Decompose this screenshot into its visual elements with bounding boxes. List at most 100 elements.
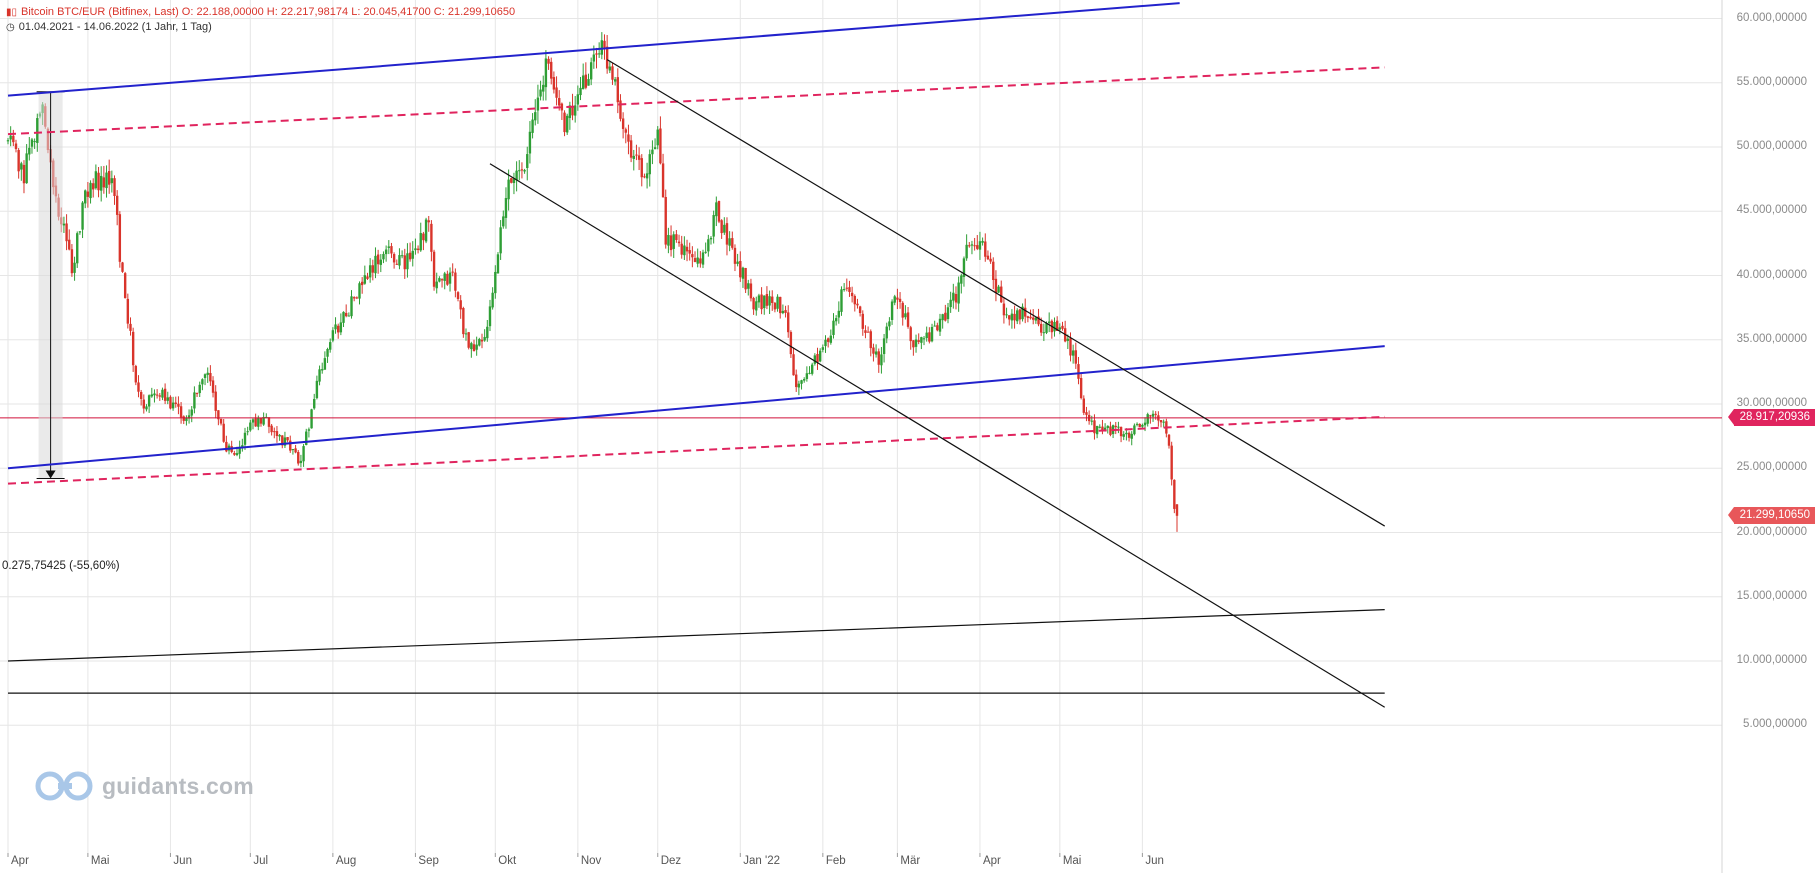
candle-body	[725, 223, 729, 245]
candle-body	[667, 234, 670, 246]
candle-body	[992, 261, 995, 281]
candle-body	[259, 418, 263, 424]
candle-body	[113, 178, 116, 196]
trend-line[interactable]	[7, 415, 1385, 485]
candle-body	[936, 325, 939, 331]
candle-body	[573, 105, 577, 116]
candle-body	[1135, 423, 1139, 425]
candle-body	[1039, 323, 1043, 333]
candle-body	[6, 140, 10, 142]
y-tick-label: 40.000,00000	[1736, 268, 1807, 281]
candle-body	[126, 298, 130, 324]
candle-body	[768, 296, 771, 306]
candle-body	[616, 77, 619, 103]
price-tag-label: 28.917,20936	[1739, 411, 1810, 424]
candle-body	[539, 89, 542, 97]
candle-body	[366, 276, 369, 279]
candle-body	[451, 271, 454, 273]
candle-body	[241, 445, 244, 448]
candle-body	[760, 294, 763, 310]
candle-body	[286, 437, 289, 441]
trend-line[interactable]	[7, 66, 1385, 136]
candle-body	[693, 258, 697, 262]
candle-body	[318, 369, 321, 382]
candle-body	[414, 248, 417, 251]
candle-body	[629, 140, 633, 158]
candle-body	[1066, 338, 1070, 341]
x-tick-label: Okt	[498, 855, 517, 867]
candle-body	[877, 351, 880, 365]
candle-body	[930, 326, 934, 342]
candle-body	[699, 258, 702, 264]
bar-chart-icon: ▮▯	[6, 7, 18, 18]
candle-body	[1029, 316, 1032, 319]
candle-body	[757, 295, 761, 303]
candle-body	[680, 243, 683, 255]
date-range-text: 01.04.2021 - 14.06.2022 (1 Jahr, 1 Tag)	[18, 21, 212, 33]
trend-line[interactable]	[7, 609, 1385, 662]
logo-text: guidants.com	[102, 772, 254, 799]
candle-body	[169, 396, 172, 409]
candle-body	[566, 115, 569, 133]
candle-body	[824, 339, 827, 347]
candle-body	[526, 154, 529, 168]
candle-body	[1175, 504, 1179, 516]
candle-body	[643, 176, 646, 178]
candle-body	[906, 312, 910, 327]
candle-body	[166, 397, 169, 401]
candle-body	[893, 296, 896, 303]
candle-body	[374, 255, 377, 274]
candle-body	[310, 409, 313, 429]
candle-body	[810, 364, 814, 374]
candle-body	[1173, 479, 1176, 509]
candle-body	[20, 163, 23, 170]
candle-body	[645, 173, 649, 179]
candle-body	[185, 417, 188, 422]
candle-body	[946, 307, 950, 320]
trend-lines[interactable]	[0, 2, 1722, 708]
candle-body	[427, 220, 430, 223]
candle-body	[480, 339, 484, 342]
candle-body	[858, 306, 862, 314]
y-tick-label: 15.000,00000	[1736, 589, 1807, 602]
candle-body	[1114, 425, 1117, 428]
candle-body	[145, 406, 148, 410]
trend-line[interactable]	[7, 2, 1180, 97]
guidants-logo-icon	[35, 771, 93, 801]
candle-body	[398, 255, 401, 266]
candle-body	[1018, 309, 1022, 320]
candle-body	[323, 358, 327, 370]
candle-body	[33, 141, 36, 143]
candle-body	[869, 331, 872, 349]
candle-body	[523, 170, 526, 172]
trend-line[interactable]	[606, 59, 1386, 527]
candle-body	[994, 278, 998, 293]
chart-grid	[0, 0, 1722, 857]
candle-body	[1143, 422, 1147, 426]
date-range-header: ◷ 01.04.2021 - 14.06.2022 (1 Jahr, 1 Tag)	[6, 21, 212, 33]
candle-body	[1098, 426, 1101, 428]
trend-line[interactable]	[489, 163, 1386, 708]
candle-body	[611, 66, 614, 80]
candle-body	[656, 129, 659, 146]
candle-body	[488, 306, 492, 327]
trend-line[interactable]	[7, 345, 1385, 470]
candle-body	[163, 388, 167, 401]
candle-body	[209, 373, 212, 382]
candle-body	[898, 298, 902, 302]
candle-body	[70, 249, 74, 274]
candle-body	[344, 312, 348, 317]
candle-body	[518, 170, 521, 172]
candle-body	[853, 295, 856, 305]
candle-body	[1146, 414, 1149, 424]
candle-body	[89, 182, 92, 199]
candle-body	[331, 330, 335, 341]
candle-body	[1045, 323, 1048, 333]
candle-body	[558, 98, 561, 106]
price-tag-label: 21.299,10650	[1739, 509, 1810, 522]
candle-body	[217, 410, 220, 420]
candle-body	[315, 380, 319, 399]
candle-body	[720, 220, 723, 234]
candle-body	[456, 292, 460, 299]
